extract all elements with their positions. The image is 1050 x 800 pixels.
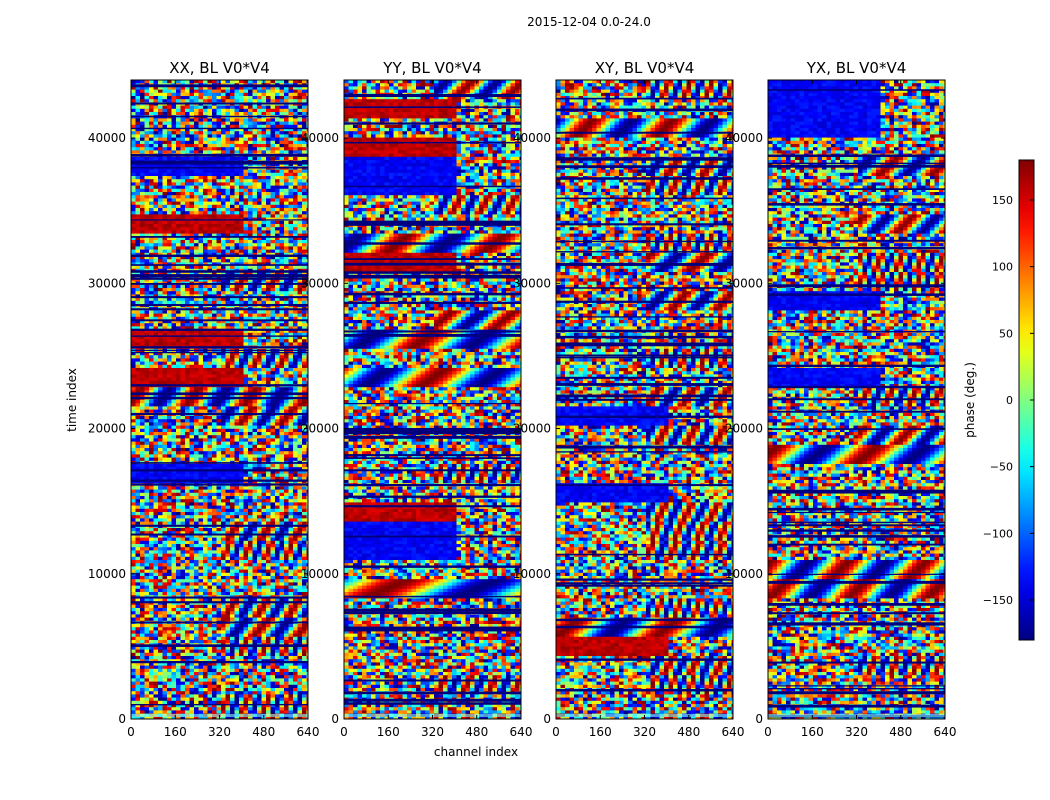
y-tick-label: 20000 bbox=[513, 422, 551, 436]
colorbar-tick-label: −100 bbox=[983, 527, 1013, 540]
colorbar: −150 −100 −50 0 50 100 150 phase (deg.) bbox=[963, 159, 1035, 641]
x-tick-label: 320 bbox=[208, 725, 231, 739]
panel-title-4: YX, BL V0*V4 bbox=[806, 59, 907, 77]
panels-layer: XX, BL V0*V4 0 160 320 480 640 0 10000 20000 3000… bbox=[88, 59, 957, 739]
colorbar-tick-label: −150 bbox=[983, 594, 1013, 607]
x-tick-label: 160 bbox=[377, 725, 400, 739]
x-tick-label: 320 bbox=[421, 725, 444, 739]
panel-3: XY, BL V0*V4 0 160 320 480 640 0 10000 20000 3000… bbox=[513, 59, 745, 739]
y-tick-label: 40000 bbox=[513, 131, 551, 145]
phase-image-1 bbox=[131, 80, 308, 719]
y-tick-label: 40000 bbox=[88, 131, 126, 145]
x-tick-label: 480 bbox=[252, 725, 275, 739]
x-tick-label: 480 bbox=[889, 725, 912, 739]
y-tick-label: 10000 bbox=[88, 567, 126, 581]
colorbar-tick-label: −50 bbox=[990, 461, 1013, 474]
y-tick-label: 20000 bbox=[88, 422, 126, 436]
x-tick-label: 160 bbox=[589, 725, 612, 739]
y-tick-label: 20000 bbox=[725, 422, 763, 436]
x-tick-label: 640 bbox=[934, 725, 957, 739]
y-tick-label: 40000 bbox=[725, 131, 763, 145]
y-tick-label: 0 bbox=[755, 712, 763, 726]
phase-image-3 bbox=[556, 80, 733, 719]
y-tick-label: 40000 bbox=[301, 131, 339, 145]
x-tick-label: 640 bbox=[510, 725, 533, 739]
x-tick-label: 160 bbox=[801, 725, 824, 739]
x-tick-label: 480 bbox=[465, 725, 488, 739]
x-tick-label: 640 bbox=[722, 725, 745, 739]
panel-4: YX, BL V0*V4 0 160 320 480 640 0 10000 20000 3000… bbox=[725, 59, 957, 739]
x-tick-label: 640 bbox=[297, 725, 320, 739]
x-axis-label: channel index bbox=[434, 745, 518, 759]
x-tick-label: 0 bbox=[552, 725, 560, 739]
panel-1: XX, BL V0*V4 0 160 320 480 640 0 10000 20000 3000… bbox=[88, 59, 320, 739]
y-tick-label: 0 bbox=[118, 712, 126, 726]
y-tick-label: 30000 bbox=[88, 276, 126, 290]
axis-labels-layer: time index channel index bbox=[65, 368, 518, 759]
panel-title-2: YY, BL V0*V4 bbox=[382, 59, 481, 77]
x-tick-label: 0 bbox=[340, 725, 348, 739]
colorbar-tick-label: 150 bbox=[992, 194, 1013, 207]
y-tick-label: 0 bbox=[543, 712, 551, 726]
y-axis-label: time index bbox=[65, 368, 79, 432]
x-tick-label: 480 bbox=[677, 725, 700, 739]
y-tick-label: 20000 bbox=[301, 422, 339, 436]
phase-image-4 bbox=[768, 80, 945, 719]
colorbar-tick-label: 50 bbox=[999, 327, 1013, 340]
y-tick-label: 30000 bbox=[513, 276, 551, 290]
y-tick-label: 30000 bbox=[301, 276, 339, 290]
x-tick-label: 320 bbox=[845, 725, 868, 739]
colorbar-tick-label: 0 bbox=[1006, 394, 1013, 407]
phase-image-2 bbox=[344, 80, 521, 719]
y-tick-label: 10000 bbox=[725, 567, 763, 581]
panel-title-3: XY, BL V0*V4 bbox=[595, 59, 695, 77]
x-tick-label: 320 bbox=[633, 725, 656, 739]
y-tick-label: 30000 bbox=[725, 276, 763, 290]
figure-suptitle: 2015-12-04 0.0-24.0 bbox=[527, 15, 651, 29]
x-tick-label: 0 bbox=[764, 725, 772, 739]
y-tick-label: 10000 bbox=[513, 567, 551, 581]
y-tick-label: 0 bbox=[331, 712, 339, 726]
colorbar-tick-label: 100 bbox=[992, 261, 1013, 274]
colorbar-label: phase (deg.) bbox=[963, 362, 977, 438]
x-tick-label: 160 bbox=[164, 725, 187, 739]
panel-title-1: XX, BL V0*V4 bbox=[169, 59, 270, 77]
y-tick-label: 10000 bbox=[301, 567, 339, 581]
x-tick-label: 0 bbox=[127, 725, 135, 739]
panel-2: YY, BL V0*V4 0 160 320 480 640 0 10000 20000 3000… bbox=[301, 59, 533, 739]
